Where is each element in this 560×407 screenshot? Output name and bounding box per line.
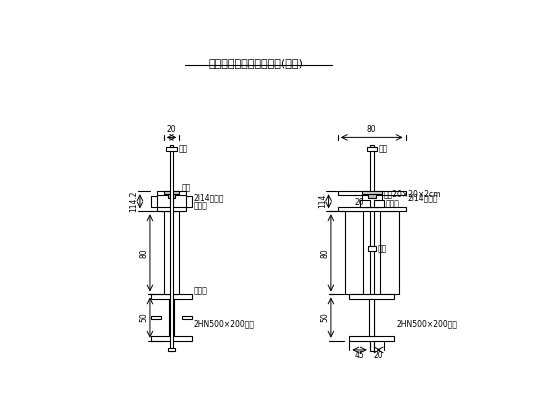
Text: 80: 80	[139, 248, 148, 258]
Bar	[169, 348, 175, 352]
Bar	[345, 211, 363, 295]
Text: 20: 20	[354, 197, 364, 207]
Text: 2I14工字钢: 2I14工字钢	[408, 193, 438, 202]
Bar	[151, 316, 161, 319]
Text: 80: 80	[320, 248, 329, 258]
Bar	[338, 208, 405, 211]
Bar	[374, 200, 384, 208]
Bar	[170, 195, 174, 208]
Bar	[182, 316, 192, 319]
Bar	[167, 195, 175, 198]
Bar	[151, 336, 192, 341]
Bar	[380, 211, 399, 295]
Bar	[166, 147, 176, 151]
Text: 螺母: 螺母	[179, 144, 188, 153]
Text: 连接板: 连接板	[194, 201, 208, 210]
Bar	[151, 295, 192, 299]
Bar	[367, 147, 377, 151]
Bar	[368, 195, 376, 198]
Text: 80: 80	[367, 125, 376, 134]
Text: 114: 114	[318, 194, 327, 208]
Bar	[370, 145, 374, 352]
Text: 螺母: 螺母	[379, 144, 388, 153]
Text: 50: 50	[320, 313, 329, 322]
Bar	[157, 191, 186, 195]
Bar	[170, 145, 174, 352]
Text: 垫板: 垫板	[181, 184, 191, 193]
Bar	[349, 336, 394, 341]
Bar	[360, 200, 370, 208]
Text: 2HN500×200型钢: 2HN500×200型钢	[396, 319, 458, 328]
Bar	[151, 196, 157, 207]
Bar	[338, 191, 405, 195]
Bar	[164, 211, 179, 295]
Text: 114.2: 114.2	[129, 190, 138, 212]
Text: 连接板: 连接板	[385, 199, 399, 208]
Text: 螺母: 螺母	[378, 244, 387, 253]
Text: 45: 45	[354, 352, 365, 361]
Text: 悬吊系统上部连接大样图(系梁): 悬吊系统上部连接大样图(系梁)	[209, 58, 304, 68]
Text: 20: 20	[167, 125, 176, 134]
Bar	[169, 299, 174, 336]
Text: 2HN500×200型钢: 2HN500×200型钢	[194, 319, 255, 328]
Text: 20: 20	[374, 352, 384, 361]
Text: 连接板: 连接板	[194, 286, 208, 295]
Bar	[362, 191, 382, 195]
Bar	[157, 208, 186, 211]
Text: 50: 50	[139, 313, 148, 322]
Bar	[164, 191, 179, 195]
Bar	[349, 295, 394, 299]
Text: 2I14工字钢: 2I14工字钢	[194, 194, 225, 203]
Text: 垫板20×20×2cm: 垫板20×20×2cm	[384, 189, 441, 198]
Bar	[186, 196, 192, 207]
Bar	[369, 299, 375, 336]
Bar	[368, 246, 376, 251]
Bar	[362, 195, 382, 208]
